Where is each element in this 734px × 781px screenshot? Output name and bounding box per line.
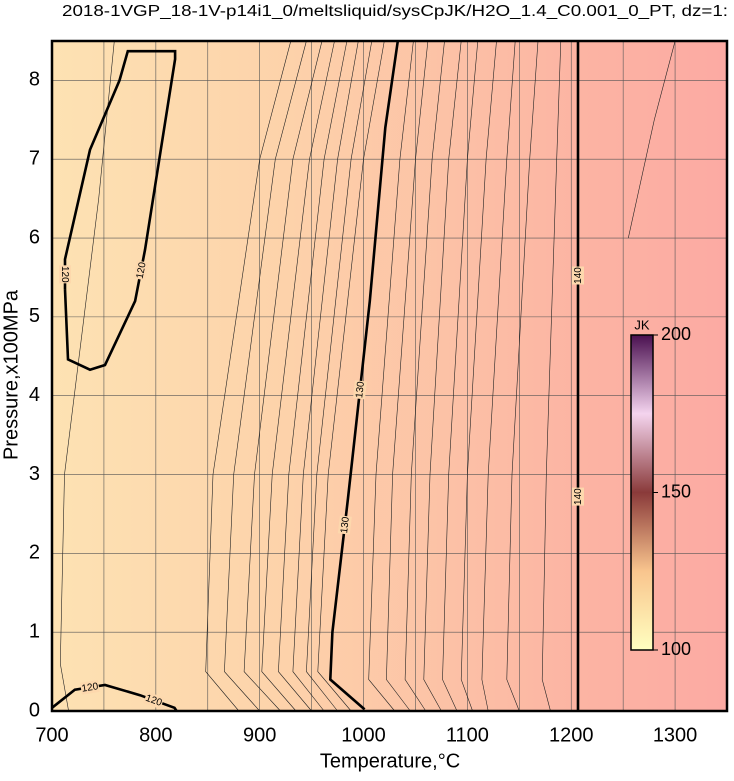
contour-line <box>224 40 307 712</box>
contour-line-major <box>63 49 177 372</box>
contour-label-group: 140 <box>571 487 584 506</box>
contour-label-group: 120 <box>133 260 149 281</box>
x-tick-label: 1000 <box>341 724 386 746</box>
contour-label: 130 <box>354 381 367 399</box>
colorbar <box>630 334 654 651</box>
x-tick-label: 1100 <box>446 724 489 746</box>
y-tick-label: 4 <box>29 384 40 406</box>
contour-label-group: 130 <box>337 515 352 535</box>
contour-label-group: 130 <box>353 380 367 400</box>
contour-line <box>278 40 348 712</box>
plot-frame <box>50 39 729 713</box>
contour-label-bg <box>58 265 71 284</box>
contour-line <box>306 40 373 712</box>
y-tick-label: 3 <box>29 463 40 485</box>
contour-label-bg <box>353 380 367 400</box>
contour-label-bg <box>571 266 584 285</box>
contour-line <box>292 40 359 712</box>
colorbar-tick-label: 150 <box>661 481 691 501</box>
y-tick-label: 7 <box>29 148 40 170</box>
contour-line <box>541 40 562 712</box>
contour-label: 140 <box>573 267 584 284</box>
contour-line-major <box>51 683 178 712</box>
contour-line <box>243 40 323 712</box>
contour-label-group: 120 <box>58 265 71 284</box>
contour-line <box>386 40 429 712</box>
contour-line <box>261 40 335 712</box>
x-tick-label: 800 <box>139 724 172 746</box>
contour-line <box>404 40 445 712</box>
contour-label: 140 <box>573 488 584 505</box>
contour-line <box>506 40 539 712</box>
contour-line <box>442 40 479 712</box>
contour-line <box>423 40 462 712</box>
contour-line <box>368 40 414 712</box>
y-tick-label: 6 <box>29 226 40 248</box>
plot-background <box>52 41 727 711</box>
contour-label-bg <box>143 691 165 710</box>
contour-line <box>205 40 292 712</box>
y-tick-label: 0 <box>29 699 40 721</box>
contour-line <box>628 40 676 239</box>
x-tick-label: 1300 <box>653 724 698 746</box>
colorbar-tick-label: 200 <box>661 324 691 344</box>
x-axis-label: Temperature,°C <box>320 750 460 772</box>
y-axis-label: Pressure,x100MPa <box>0 289 22 460</box>
contour-line <box>317 40 385 712</box>
y-tick-label: 1 <box>29 620 40 642</box>
y-tick-label: 8 <box>29 69 40 91</box>
contour-label-group: 120 <box>80 680 100 695</box>
contour-line <box>460 40 497 712</box>
x-tick-label: 700 <box>35 724 68 746</box>
y-tick-label: 5 <box>29 305 40 327</box>
chart-title: 2018-1VGP_18-1V-p14i1_0/meltsliquid/sysC… <box>62 3 728 20</box>
contour-label: 130 <box>339 516 352 534</box>
contour-line <box>59 40 115 712</box>
contour-label-bg <box>571 487 584 506</box>
contour-label: 120 <box>59 266 70 283</box>
contour-label-group: 140 <box>571 266 584 285</box>
y-tick-label: 2 <box>29 542 40 564</box>
contour-label-bg <box>80 680 100 695</box>
colorbar-tick-label: 100 <box>661 639 691 659</box>
colorbar-label: JK <box>634 317 650 332</box>
contour-line-major <box>328 40 400 711</box>
x-tick-label: 1200 <box>549 724 594 746</box>
x-tick-label: 900 <box>243 724 276 746</box>
contour-label: 120 <box>135 261 149 280</box>
contour-label-bg <box>133 260 149 281</box>
contour-label: 120 <box>81 681 100 695</box>
contour-line <box>481 40 516 712</box>
contour-label-bg <box>337 515 352 535</box>
